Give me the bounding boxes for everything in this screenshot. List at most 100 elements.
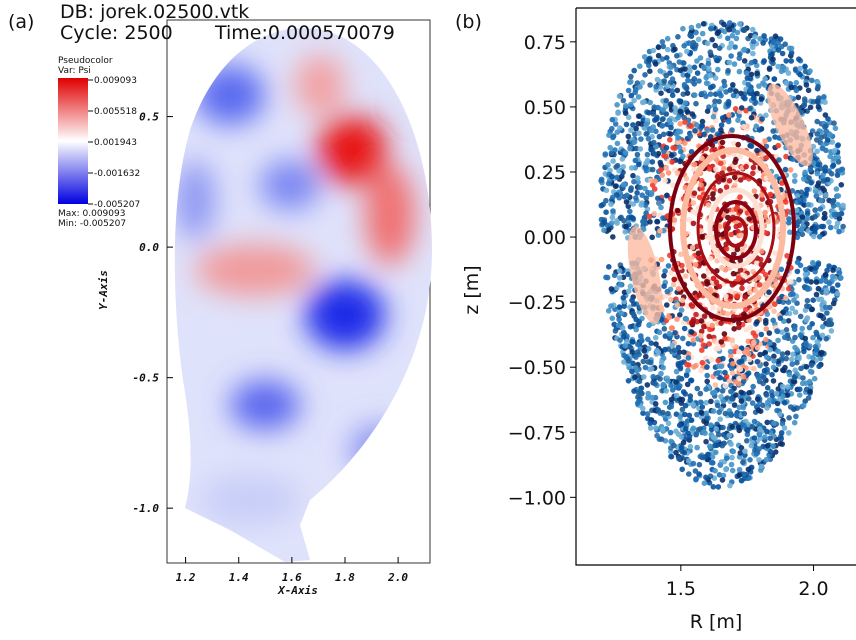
point [785,70,792,76]
point [823,287,830,294]
point [627,145,633,152]
point [712,382,719,388]
point [618,214,624,221]
point [620,163,626,170]
point [671,276,677,283]
point [650,111,657,117]
point [614,218,620,224]
point [632,374,638,381]
point [758,248,765,254]
point [737,21,743,27]
point [651,104,658,110]
point [749,423,756,430]
y-tick-label: −0.50 [508,357,566,379]
point [655,52,662,59]
point [698,318,705,324]
point [712,42,718,49]
point [646,57,653,63]
point [829,139,836,145]
point [752,34,758,40]
point [757,426,763,432]
point [641,374,647,380]
point [652,380,658,387]
blob [175,160,215,240]
point [807,368,814,375]
point [807,388,813,395]
point [773,390,780,397]
point [778,435,784,442]
point [625,114,632,121]
point [801,202,808,208]
point [752,287,759,294]
point [627,344,633,351]
point [668,403,675,410]
point [659,56,666,62]
point [675,362,682,369]
point [691,92,698,98]
point [681,349,687,356]
point [800,375,806,381]
point [725,35,731,42]
point [772,33,779,39]
point [643,121,650,128]
point [648,146,654,153]
point [708,459,715,466]
point [788,356,795,363]
point [661,283,667,290]
point [779,329,785,336]
point [699,347,705,354]
point [729,127,735,133]
point [815,261,821,268]
point [822,192,829,198]
point [610,234,616,240]
point [815,161,821,168]
point [625,271,631,278]
y-tick-label: −1.00 [508,487,566,509]
point [733,412,740,418]
point [726,112,732,118]
point [763,326,770,332]
point [707,443,713,450]
point [834,172,841,178]
point [740,123,747,130]
point [614,129,621,135]
point [736,112,742,119]
point [750,50,756,57]
point [725,118,732,125]
point [824,267,830,274]
point [766,397,773,403]
point [689,244,696,251]
point [748,114,755,121]
point [707,84,714,91]
point [621,303,627,310]
point [653,128,659,135]
point [643,195,649,201]
point [631,131,638,137]
point [732,44,738,50]
point [732,379,739,385]
point [665,263,672,269]
point [688,320,695,326]
point [828,328,835,334]
point [685,367,691,374]
point [802,68,809,75]
point [685,355,692,361]
point [759,402,766,409]
point [700,21,707,27]
point [644,130,650,137]
point [792,309,799,316]
point [630,360,636,367]
point [826,280,833,287]
point [646,213,653,220]
point [786,219,792,226]
point [753,451,760,457]
point [644,382,651,388]
point [745,81,752,88]
point [732,159,738,165]
point [754,70,760,77]
point [675,128,682,134]
point [689,303,696,309]
point [751,365,757,372]
y-tick-label: 0.0 [139,241,159,254]
point [677,108,684,115]
